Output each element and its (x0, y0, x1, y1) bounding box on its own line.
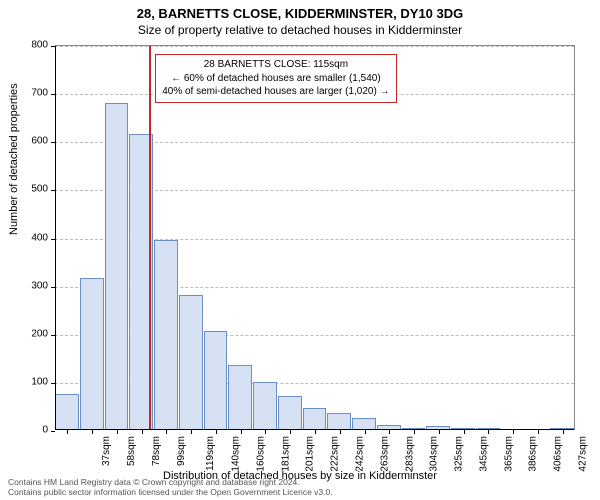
ytick-label: 0 (18, 425, 48, 436)
ytick-label: 600 (18, 136, 48, 147)
xtick-mark (216, 430, 217, 434)
histogram-bar (154, 240, 178, 430)
histogram-bar (278, 396, 302, 430)
histogram-bar (179, 295, 203, 430)
xtick-mark (166, 430, 167, 434)
xtick-label: 242sqm (355, 436, 366, 472)
xtick-mark (290, 430, 291, 434)
xtick-mark (389, 430, 390, 434)
xtick-label: 263sqm (379, 436, 390, 472)
ytick-label: 800 (18, 40, 48, 51)
xtick-label: 37sqm (101, 436, 112, 466)
xtick-mark (67, 430, 68, 434)
chart-plot-area: 28 BARNETTS CLOSE: 115sqm← 60% of detach… (55, 45, 575, 430)
y-axis-line (55, 46, 56, 430)
xtick-label: 283sqm (404, 436, 415, 472)
xtick-mark (563, 430, 564, 434)
xtick-label: 304sqm (429, 436, 440, 472)
histogram-bar (228, 365, 252, 430)
y-axis-label: Number of detached properties (8, 83, 20, 235)
xtick-label: 99sqm (176, 436, 187, 466)
histogram-bar (303, 408, 327, 430)
xtick-mark (142, 430, 143, 434)
footer-attribution: Contains HM Land Registry data © Crown c… (8, 478, 333, 498)
gridline (55, 46, 574, 47)
xtick-label: 427sqm (577, 436, 588, 472)
xtick-mark (365, 430, 366, 434)
xtick-label: 222sqm (330, 436, 341, 472)
ytick-label: 700 (18, 88, 48, 99)
xtick-label: 201sqm (305, 436, 316, 472)
histogram-bar (253, 382, 277, 430)
xtick-label: 325sqm (454, 436, 465, 472)
xtick-mark (265, 430, 266, 434)
annotation-line: ← 60% of detached houses are smaller (1,… (162, 72, 389, 86)
histogram-bar (80, 278, 104, 430)
ytick-label: 100 (18, 376, 48, 387)
xtick-mark (340, 430, 341, 434)
annotation-line: 28 BARNETTS CLOSE: 115sqm (162, 58, 389, 72)
xtick-mark (464, 430, 465, 434)
xtick-label: 386sqm (528, 436, 539, 472)
ytick-mark (51, 431, 55, 432)
xtick-mark (315, 430, 316, 434)
xtick-mark (414, 430, 415, 434)
xtick-mark (241, 430, 242, 434)
xtick-label: 406sqm (553, 436, 564, 472)
xtick-label: 58sqm (126, 436, 137, 466)
ytick-label: 500 (18, 184, 48, 195)
xtick-mark (92, 430, 93, 434)
xtick-label: 78sqm (151, 436, 162, 466)
footer-line2: Contains public sector information licen… (8, 488, 333, 498)
histogram-bar (105, 103, 129, 430)
ytick-label: 200 (18, 328, 48, 339)
chart-title-block: 28, BARNETTS CLOSE, KIDDERMINSTER, DY10 … (0, 0, 600, 37)
xtick-mark (538, 430, 539, 434)
xtick-label: 345sqm (478, 436, 489, 472)
xtick-label: 140sqm (231, 436, 242, 472)
ytick-label: 300 (18, 280, 48, 291)
xtick-mark (488, 430, 489, 434)
xtick-mark (513, 430, 514, 434)
xtick-label: 181sqm (280, 436, 291, 472)
title-address: 28, BARNETTS CLOSE, KIDDERMINSTER, DY10 … (0, 6, 600, 21)
annotation-line: 40% of semi-detached houses are larger (… (162, 85, 389, 99)
xtick-mark (191, 430, 192, 434)
ytick-label: 400 (18, 232, 48, 243)
title-subtitle: Size of property relative to detached ho… (0, 23, 600, 37)
histogram-bar (55, 394, 79, 430)
xtick-mark (439, 430, 440, 434)
xtick-label: 365sqm (503, 436, 514, 472)
xtick-label: 160sqm (256, 436, 267, 472)
xtick-label: 119sqm (205, 436, 216, 471)
x-axis-line (55, 429, 574, 430)
annotation-callout: 28 BARNETTS CLOSE: 115sqm← 60% of detach… (155, 54, 396, 103)
histogram-bar (204, 331, 228, 430)
property-marker-line (149, 46, 151, 430)
xtick-mark (117, 430, 118, 434)
histogram-bar (327, 413, 351, 430)
